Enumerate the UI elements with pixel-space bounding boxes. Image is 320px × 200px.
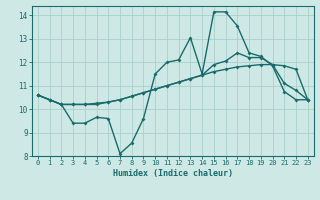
X-axis label: Humidex (Indice chaleur): Humidex (Indice chaleur) [113,169,233,178]
